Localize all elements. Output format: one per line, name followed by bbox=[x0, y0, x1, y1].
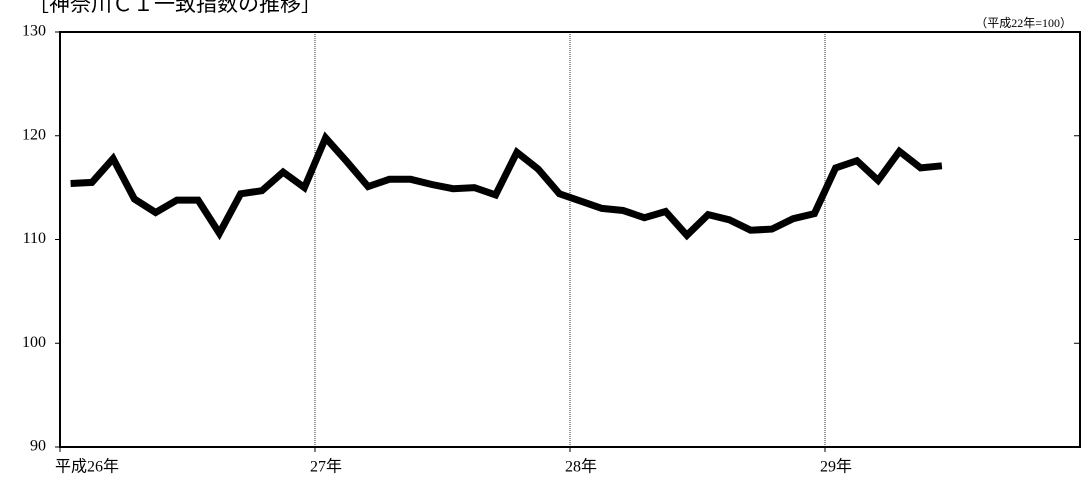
y-tick-label: 100 bbox=[22, 334, 46, 351]
x-tick-label: 28年 bbox=[565, 458, 597, 476]
chart-title: ［神奈川ＣＩ一致指数の推移］ bbox=[28, 0, 322, 16]
y-tick-label: 90 bbox=[30, 438, 46, 455]
x-tick-label: 27年 bbox=[310, 458, 342, 476]
y-tick-label: 130 bbox=[22, 23, 46, 40]
unit-note: （平成22年=100） bbox=[975, 16, 1072, 30]
x-tick-label: 29年 bbox=[820, 458, 852, 476]
y-tick-label: 110 bbox=[23, 230, 46, 247]
y-tick-label: 120 bbox=[22, 126, 46, 143]
x-tick-label: 平成26年 bbox=[55, 458, 119, 476]
data-line bbox=[70, 131, 943, 241]
